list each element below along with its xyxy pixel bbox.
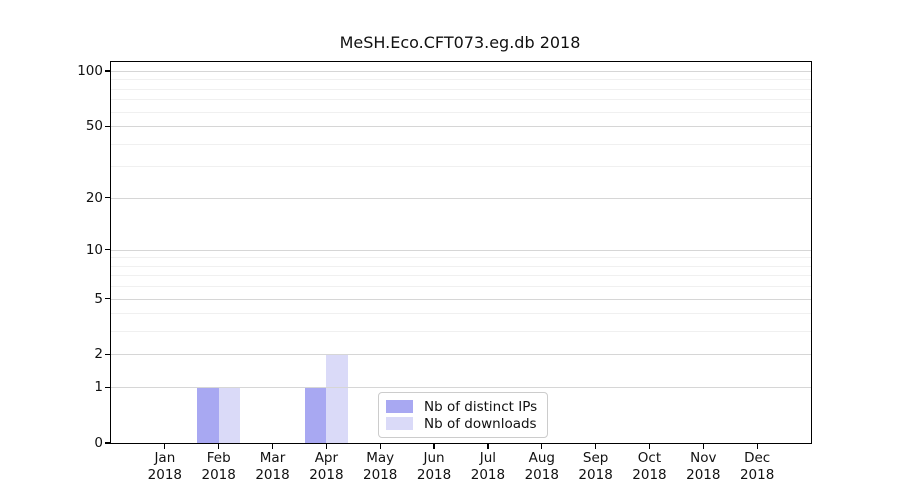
x-tick-month: Sep [582,450,609,466]
y-gridline-minor [111,265,811,267]
legend-item-distinct-ips: Nb of distinct IPs [386,398,537,415]
legend-label-downloads: Nb of downloads [424,415,537,432]
y-gridline-minor [111,286,811,288]
y-axis-tick [104,442,110,444]
x-tick-year: 2018 [363,467,398,483]
x-tick-year: 2018 [309,467,344,483]
legend-swatch-distinct-ips [386,400,413,413]
y-axis-tick [104,70,110,72]
legend: Nb of distinct IPs Nb of downloads [378,392,549,438]
y-gridline-major [111,126,811,128]
legend-swatch-downloads [386,417,413,430]
y-gridline-minor [111,88,811,90]
y-gridline-major [111,249,811,251]
x-tick-year: 2018 [416,467,452,483]
x-axis-tick-label: Jan 2018 [133,450,197,484]
y-gridline-minor [111,331,811,333]
y-gridline-minor [111,111,811,113]
y-gridline-minor [111,79,811,81]
x-tick-month: Aug [528,450,555,466]
x-tick-year: 2018 [578,467,613,483]
x-axis-tick-label: Jun 2018 [402,450,466,484]
x-axis-tick [433,444,435,450]
x-axis-tick-label: Apr 2018 [294,450,358,484]
x-axis-tick-label: Oct 2018 [617,450,681,484]
x-tick-month: May [366,450,395,466]
y-gridline-major [111,197,811,199]
x-axis-tick [271,444,274,450]
y-gridline-minor [111,143,811,145]
x-axis-tick-label: Feb 2018 [187,450,251,484]
x-tick-month: Oct [637,450,662,466]
x-tick-year: 2018 [255,467,290,483]
y-gridline-minor [111,257,811,259]
x-axis-tick-label: Mar 2018 [241,450,305,484]
x-tick-month: Feb [206,450,231,466]
x-axis-tick [541,444,543,450]
y-axis-tick [104,297,110,300]
y-gridline-minor [111,99,811,101]
x-tick-year: 2018 [470,467,506,483]
y-axis-tick-label: 2 [94,346,103,363]
x-tick-year: 2018 [524,467,559,483]
x-tick-month: Jul [479,450,497,466]
y-gridline-minor [111,275,811,277]
x-tick-year: 2018 [739,467,775,483]
x-axis-tick [164,444,166,450]
x-axis-tick-label: May 2018 [348,450,412,484]
y-axis-tick-label: 10 [85,241,103,258]
y-axis-tick-label: 20 [85,189,103,206]
plot-area: 0 1 2 5 10 20 50 100 Jan 2018 Feb 2018 Mar 2018 Apr 201… [77,61,812,483]
y-gridline-minor [111,313,811,315]
y-axis-tick [104,197,110,199]
y-axis-tick-label: 5 [94,290,103,307]
x-tick-year: 2018 [632,467,667,483]
y-gridline-minor [111,166,811,168]
x-tick-year: 2018 [201,467,236,483]
x-tick-month: Nov [690,450,717,466]
y-axis-tick [104,249,110,251]
bar-downloads-apr [326,354,348,443]
x-tick-month: Jun [423,450,445,466]
y-axis-tick [104,125,110,127]
x-axis-tick-label: Sep 2018 [564,450,628,484]
x-tick-month: Apr [314,450,339,466]
y-gridline-major [111,354,811,356]
bar-distinct-ips-feb [197,387,219,443]
x-axis-tick [218,444,220,450]
x-tick-year: 2018 [147,467,183,483]
x-axis-tick [756,444,758,450]
y-gridline-major [111,71,811,73]
y-axis-tick [104,353,110,356]
x-axis-tick [379,444,381,450]
y-axis-tick-label: 1 [94,379,103,396]
y-gridline-major [111,298,811,300]
x-tick-month: Dec [744,450,771,466]
x-axis-tick [648,444,651,450]
x-tick-year: 2018 [686,467,721,483]
x-axis-tick [595,444,597,450]
x-axis-tick [325,444,327,450]
y-axis-tick [104,386,110,388]
legend-item-downloads: Nb of downloads [386,415,537,432]
x-axis-tick-label: Nov 2018 [671,450,735,484]
x-axis-tick-label: Aug 2018 [510,450,574,484]
y-axis-tick-label: 100 [77,63,103,80]
x-tick-month: Mar [259,450,286,466]
bar-downloads-feb [218,387,241,443]
x-axis-tick [487,444,489,450]
x-axis-tick-label: Jul 2018 [456,450,520,484]
x-tick-month: Jan [154,450,176,466]
x-axis-tick [702,444,704,450]
x-axis-tick-label: Dec 2018 [725,450,789,484]
legend-label-distinct-ips: Nb of distinct IPs [424,398,538,415]
chart-title: MeSH.Eco.CFT073.eg.db 2018 [339,33,581,52]
y-axis-tick-label: 50 [85,118,103,135]
bar-distinct-ips-apr [304,387,327,443]
y-axis-tick-label: 0 [94,435,103,451]
